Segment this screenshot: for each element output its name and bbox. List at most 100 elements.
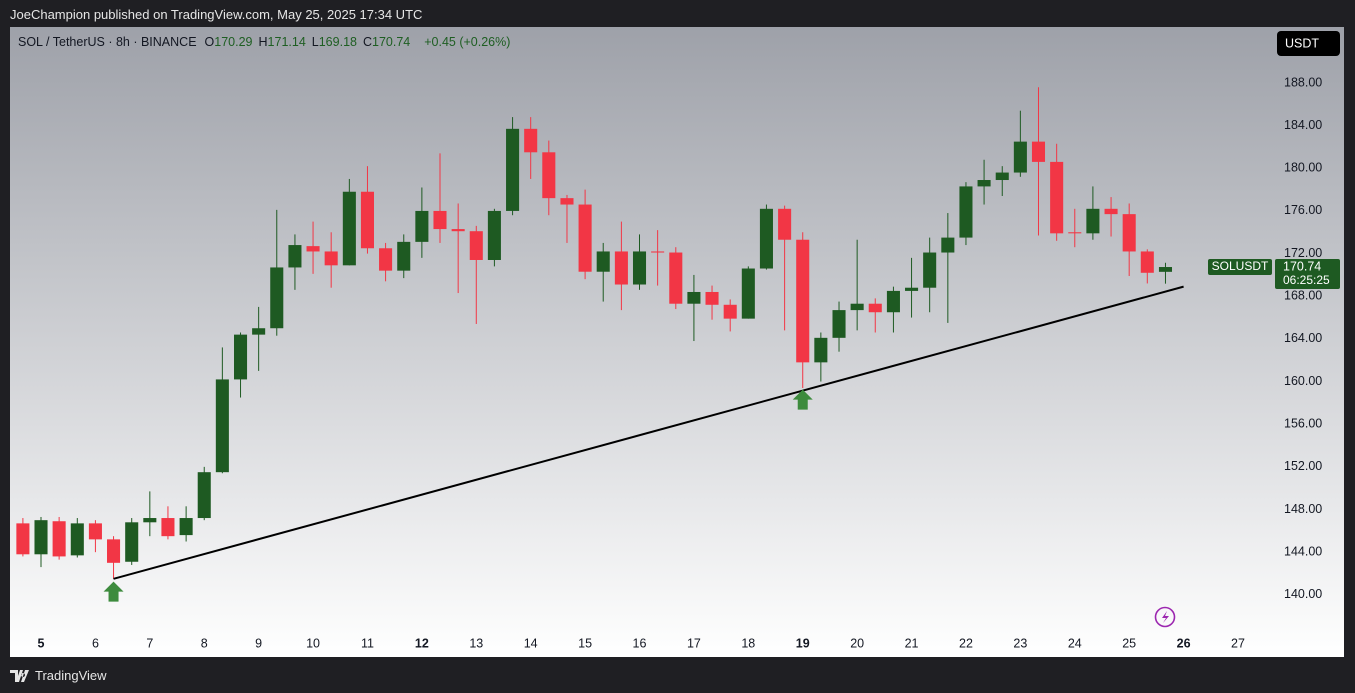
candle-body [70,523,84,556]
candle-body [741,268,755,319]
x-tick-label: 20 [850,636,864,650]
candle-body [1031,141,1046,162]
last-price-box [1275,259,1340,290]
x-tick-label: 13 [469,636,483,650]
candle-body [215,379,229,473]
candle-body [143,518,157,523]
candle-body [1122,214,1136,252]
up-arrow [103,581,124,602]
candle-body [469,231,483,260]
x-tick-label: 5 [38,636,45,650]
candle-body [941,237,955,253]
x-tick-label: 7 [146,636,153,650]
candle-body [16,523,30,555]
symbol: SOL / TetherUS · 8h · BINANCE [18,35,197,49]
candle-body [596,251,610,272]
candle-body [1013,141,1027,173]
ohlc-value: 171.14 [267,35,306,49]
candle-body [52,521,66,557]
ohlc-key: C [362,35,372,49]
x-tick-label: 25 [1122,636,1136,650]
candle-body [324,251,338,266]
x-tick-label: 22 [959,636,973,650]
candle-body [796,239,810,363]
candle-body [506,128,520,211]
candle-body [959,186,973,238]
candle-body [451,229,465,232]
candle-body [705,291,719,305]
candle-body [687,291,701,304]
x-tick-label: 12 [415,636,429,650]
candle-body [614,251,628,285]
x-tick-label: 6 [92,636,99,650]
candle-body [868,303,882,313]
candle-body [270,267,284,329]
y-tick-label: 156.00 [1284,416,1322,430]
candle-body [669,252,683,304]
candle-body [905,287,919,291]
x-tick-label: 23 [1013,636,1027,650]
x-tick-label: 27 [1231,636,1245,650]
ohlc-value: 170.74 [372,35,411,49]
y-tick-label: 160.00 [1284,374,1322,388]
candle-body [342,191,356,266]
ohlc-value: 170.29 [214,35,253,49]
alert-bolt [1162,611,1169,623]
candle-body [107,539,121,563]
y-tick-label: 168.00 [1284,289,1322,303]
y-tick-label: 144.00 [1284,544,1322,558]
alert-icon[interactable] [1154,606,1176,628]
candle-body [542,152,556,199]
x-tick-label: 17 [687,636,701,650]
candle-body [923,252,937,288]
chart-pane [10,27,1344,657]
legend: SOL / TetherUS · 8h · BINANCE O170.29 H17… [18,35,510,49]
candle-body [524,128,538,153]
candle-body [415,210,429,242]
candle-body [1140,251,1154,273]
candle-body [651,251,665,253]
candle-body [379,248,393,271]
x-tick-label: 8 [201,636,208,650]
x-tick-label: 24 [1068,636,1082,650]
candle-body [723,304,737,319]
y-tick-label: 180.00 [1284,161,1322,175]
up-arrow [792,389,813,410]
candle-body [397,241,411,271]
x-tick-label: 19 [796,636,810,650]
x-tick-label: 18 [741,636,755,650]
candle-body [778,208,792,240]
x-tick-label: 14 [524,636,538,650]
ohlc-key: O [204,35,215,49]
logo [10,669,29,682]
candle-body [850,303,864,311]
currency-button[interactable] [1277,31,1340,56]
candle-body [1104,208,1118,215]
symbol-label: SOLUSDT [1212,259,1269,273]
candle-body [832,310,846,338]
x-tick-label: 15 [578,636,592,650]
y-tick-label: 176.00 [1284,203,1322,217]
symbol-box [1208,259,1272,276]
ohlc-key: L [311,35,319,49]
x-tick-label: 16 [633,636,647,650]
candle-body [1068,232,1082,234]
candle-body [34,520,48,555]
candle-body [759,208,773,269]
candle-body [1086,208,1100,234]
ohlc-value: 169.18 [318,35,357,49]
brand: TradingView [35,668,107,683]
candle-body [814,337,828,363]
countdown: 06:25:25 [1283,273,1330,287]
candle-body [252,328,266,335]
footer: TradingView [10,668,107,683]
change: +0.45 (+0.26%) [424,35,511,49]
last-price-label: 170.74 [1283,259,1321,273]
candle-body [560,198,574,205]
x-tick-label: 9 [255,636,262,650]
ohlc: O170.29 H171.14 L169.18 C170.74 [205,35,417,49]
y-tick-label: 152.00 [1284,459,1322,473]
x-tick-label: 11 [361,636,374,650]
